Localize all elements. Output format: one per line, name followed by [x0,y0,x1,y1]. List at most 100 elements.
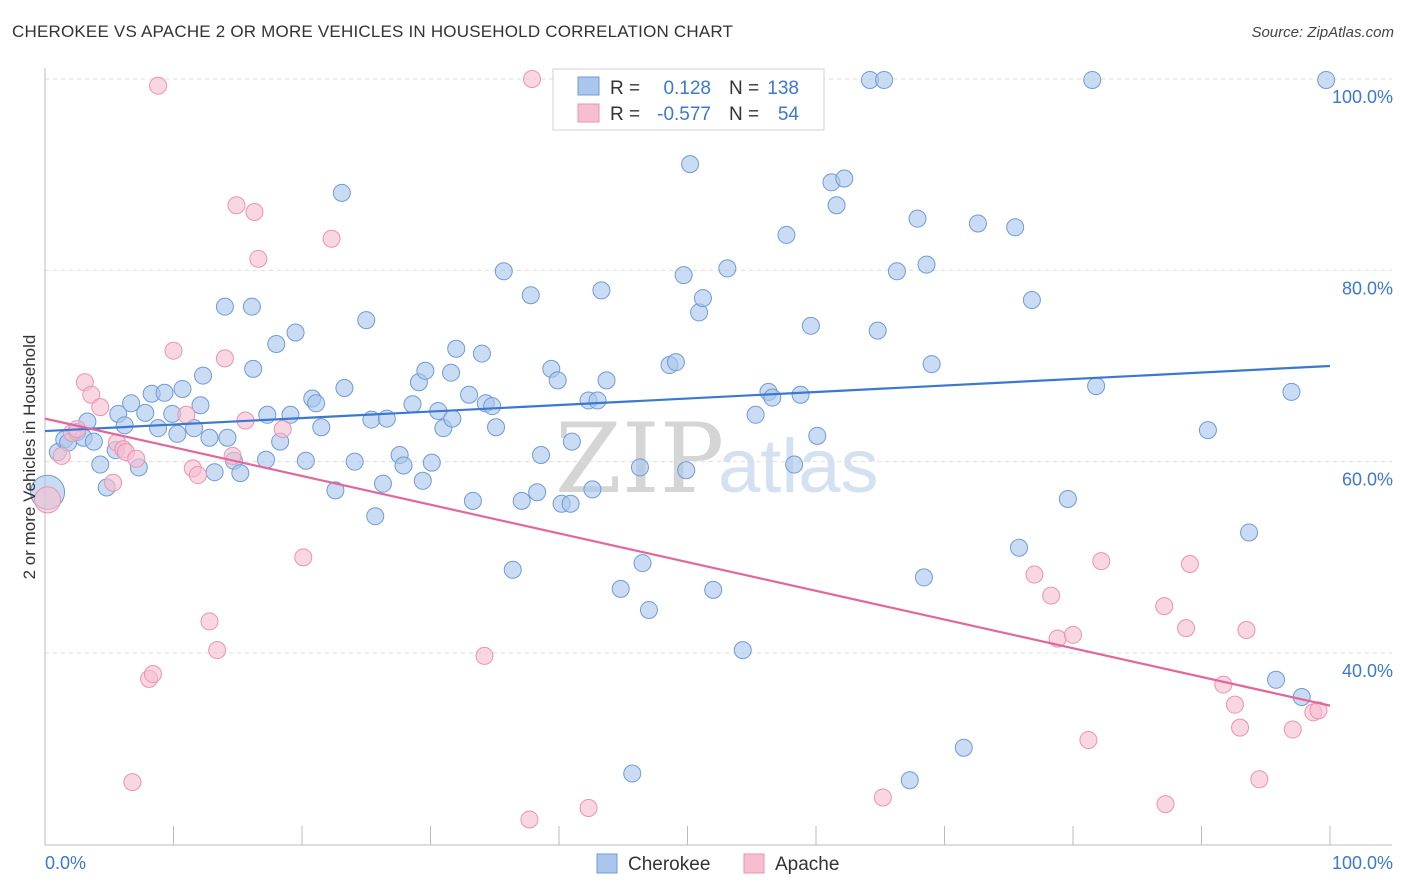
apache-point [1155,597,1174,616]
cherokee-point [191,396,210,415]
cherokee-point [1317,70,1336,89]
cherokee-point [231,464,250,483]
cherokee-point [1058,489,1077,508]
cherokee-point [155,383,174,402]
cherokee-point [168,424,187,443]
cherokee-point [267,334,286,353]
cherokee-point [472,344,491,363]
legend-n-value-cherokee: 138 [767,78,799,99]
cherokee-point [733,641,752,660]
apache-point [1283,720,1302,739]
cherokee-point [677,461,696,480]
cherokee-point [954,738,973,757]
apache-point [1079,731,1098,750]
chart-title: CHEROKEE VS APACHE 2 OR MORE VEHICLES IN… [12,22,734,41]
cherokee-point [868,321,887,340]
apache-point [273,420,292,439]
axes-layer [44,68,1392,846]
cherokee-point [681,155,700,174]
legend-r-value-apache: -0.577 [657,104,711,125]
cherokee-point [887,262,906,281]
cherokee-point [503,560,522,579]
apache-point [34,486,62,514]
cherokee-point [532,445,551,464]
apache-point [164,341,183,360]
x-tick-label: 0.0% [45,853,86,873]
legend-n-label-apache: N = [729,104,759,125]
apache-point [1177,619,1196,638]
cherokee-point [357,311,376,330]
cherokee-point [1083,70,1102,89]
cherokee-point [200,428,219,447]
apache-point [1250,770,1269,789]
apache-point [1225,695,1244,714]
cherokee-point [746,405,765,424]
apache-point [227,196,246,215]
cherokee-point [483,397,502,416]
cherokee-point [666,353,685,372]
cherokee-point [84,432,103,451]
apache-point [208,641,227,660]
legend-n-label-cherokee: N = [729,78,759,99]
y-tick-label: 40.0% [1342,661,1393,681]
cherokee-point [215,297,234,316]
cherokee-point [487,418,506,437]
cherokee-point [122,394,141,413]
cherokee-point [413,471,432,490]
cherokee-point [633,554,652,573]
cherokee-point [1022,290,1041,309]
apache-point [215,349,234,368]
cherokee-point [917,255,936,274]
legend-swatch-apache [577,103,600,123]
trend-layer [44,364,1331,707]
cherokee-point [345,452,364,471]
cherokee-point [777,225,796,244]
cherokee-point [900,771,919,790]
cherokee-point [521,286,540,305]
cherokee-point [447,339,466,358]
cherokee-point [1267,670,1286,689]
cherokee-point [875,70,894,89]
cherokee-point [373,474,392,493]
cherokee-point [835,169,854,188]
cherokee-point [561,494,580,513]
cherokee-point [562,432,581,451]
apache-point [1156,795,1175,814]
series-legend: Cherokee Apache [596,853,839,875]
cherokee-point [611,579,630,598]
legend-swatch-cherokee [577,76,600,96]
source-label: Source: ZipAtlas.com [1251,24,1394,41]
apache-point [1064,625,1082,644]
apache-point [1237,621,1256,640]
apache-point [149,76,168,95]
apache-point [1025,565,1044,584]
cherokee-trend-line [44,364,1331,433]
y-tick-label: 100.0% [1332,87,1393,107]
cherokee-point [1240,523,1259,542]
cherokee-point [91,455,110,474]
cherokee-point [1087,377,1106,396]
apache-point [294,548,313,567]
cherokee-point [693,289,712,308]
cherokee-point [528,483,547,502]
cherokee-point [443,409,462,428]
apache-point [188,466,207,485]
cherokee-point [194,366,213,385]
apache-point [123,773,142,792]
cherokee-point [205,463,224,482]
cherokee-point [463,491,482,510]
cherokee-point [968,214,987,233]
cherokee-point [173,379,192,398]
cherokee-point [136,403,155,422]
apache-point [520,810,539,829]
cherokee-point [827,196,846,215]
cherokee-point [808,426,827,445]
cherokee-point [307,394,326,413]
cherokee-point [403,395,422,414]
apache-point [127,449,146,468]
cherokee-point [242,297,261,316]
apache-point [1309,701,1328,720]
apache-point [873,788,892,807]
legend-n-value-apache: 54 [778,104,800,125]
